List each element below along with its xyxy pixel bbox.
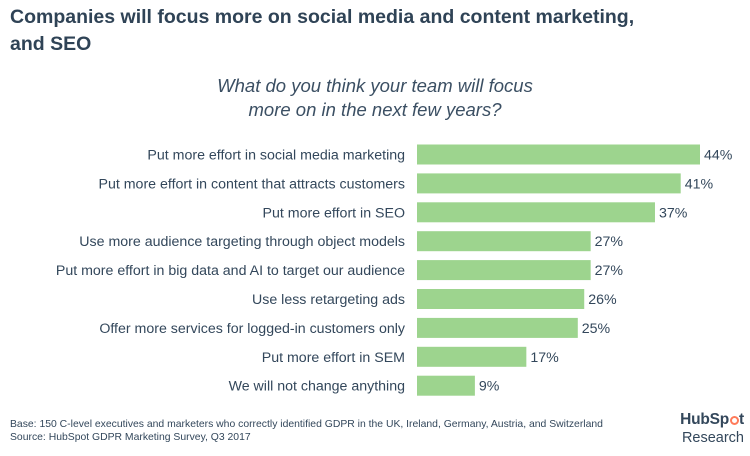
bar <box>417 289 585 309</box>
chart-question: What do you think your team will focus m… <box>150 74 600 122</box>
value-label: 27% <box>595 234 624 250</box>
chart-title: Companies will focus more on social medi… <box>10 4 740 58</box>
category-label: Offer more services for logged-in custom… <box>99 321 406 337</box>
value-label: 9% <box>479 379 500 395</box>
bar <box>417 260 591 281</box>
category-label: Put more effort in SEM <box>262 350 405 366</box>
research-label: Research <box>681 430 744 446</box>
value-label: 37% <box>659 205 688 221</box>
footnote: Base: 150 C-level executives and markete… <box>10 419 660 444</box>
sprocket-icon <box>729 416 739 425</box>
hubspot-research-logo: HubSp t Research <box>674 411 744 447</box>
question-line-2: more on in the next few years? <box>248 99 502 120</box>
bar <box>417 317 578 338</box>
bar <box>417 144 700 165</box>
footnote-base: Base: 150 C-level executives and markete… <box>10 419 603 430</box>
category-label: Put more effort in social media marketin… <box>147 148 405 164</box>
bar <box>417 202 655 223</box>
value-label: 41% <box>685 176 714 192</box>
category-label: Use less retargeting ads <box>252 292 405 308</box>
bar <box>417 346 527 367</box>
category-label: We will not change anything <box>229 379 405 395</box>
category-label: Put more effort in SEO <box>263 205 405 221</box>
title-line-1: Companies will focus more on social medi… <box>10 6 635 28</box>
footnote-source: Source: HubSpot GDPR Marketing Survey, Q… <box>10 431 251 443</box>
value-label: 44% <box>704 148 733 164</box>
value-label: 17% <box>530 350 559 366</box>
category-label: Put more effort in big data and AI to ta… <box>56 263 405 279</box>
category-label: Use more audience targeting through obje… <box>79 234 405 250</box>
value-label: 25% <box>582 321 611 337</box>
bar <box>417 375 475 396</box>
bar <box>417 173 681 194</box>
title-line-2: and SEO <box>10 33 92 55</box>
value-label: 26% <box>588 292 617 308</box>
value-label: 27% <box>595 263 624 279</box>
hubspot-wordmark: HubSp t <box>680 411 744 428</box>
category-label: Put more effort in content that attracts… <box>99 176 406 192</box>
bar <box>417 231 591 252</box>
question-line-1: What do you think your team will focus <box>217 75 533 96</box>
